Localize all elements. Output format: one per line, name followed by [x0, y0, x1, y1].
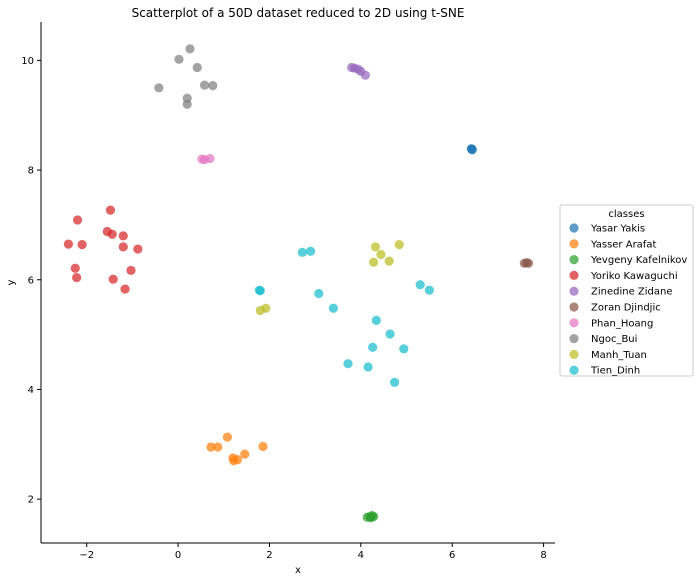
data-point: [390, 377, 400, 387]
data-point: [72, 272, 82, 283]
data-point: [255, 286, 265, 296]
legend-label: Ngoc_Bui: [591, 334, 637, 345]
data-point: [185, 44, 195, 54]
data-point: [343, 359, 353, 369]
y-ticks: 2 4 6 8 10: [21, 56, 41, 506]
y-tick-label: 8: [28, 166, 34, 177]
y-tick-label: 2: [28, 495, 34, 506]
legend-marker: [569, 365, 579, 375]
legend-label: Yasser Arafat: [590, 239, 656, 250]
data-point: [182, 99, 192, 109]
data-point: [118, 231, 128, 241]
y-tick-label: 6: [28, 275, 34, 286]
data-point: [108, 274, 118, 284]
legend-label: Zinedine Zidane: [591, 287, 673, 298]
data-point: [305, 246, 316, 256]
chart-title: Scatterplot of a 50D dataset reduced to …: [132, 6, 465, 20]
legend-label: Phan_Hoang: [591, 318, 653, 329]
data-point: [523, 258, 534, 268]
data-point: [370, 242, 381, 252]
data-point: [368, 342, 378, 352]
data-point: [314, 288, 324, 299]
x-tick-label: 4: [358, 550, 364, 561]
data-point: [174, 54, 184, 64]
x-tick-label: 8: [540, 550, 546, 561]
legend-items: Yasar Yakis Yasser Arafat Yevgeny Kafelnik…: [569, 223, 687, 377]
legend-marker: [569, 270, 579, 280]
legend-marker: [569, 286, 579, 296]
data-point: [199, 80, 210, 90]
data-point: [208, 81, 218, 91]
y-axis-label: y: [6, 279, 17, 285]
legend-label: Yoriko Kawaguchi: [590, 271, 678, 282]
y-tick-label: 4: [28, 385, 34, 396]
legend-label: Manh_Tuan: [591, 350, 647, 361]
data-point: [77, 240, 87, 250]
legend-label: Yevgeny Kafelnikov: [590, 255, 687, 266]
data-point: [126, 265, 136, 276]
data-point: [384, 256, 394, 266]
x-ticks: −2 0 2 4 6 8: [79, 543, 547, 561]
data-point: [371, 315, 381, 325]
data-point: [118, 242, 128, 252]
data-point: [369, 257, 379, 267]
data-point: [63, 239, 74, 249]
legend-marker: [569, 302, 579, 312]
x-tick-label: 0: [175, 550, 181, 561]
legend-title: classes: [608, 209, 644, 220]
x-axis-label: x: [295, 565, 301, 576]
legend-label: Zoran Djindjic: [591, 303, 661, 314]
x-tick-label: 2: [266, 550, 272, 561]
data-point: [192, 62, 202, 73]
legend-label: Tien_Dinh: [590, 366, 640, 377]
x-tick-label: −2: [79, 550, 94, 561]
data-point: [206, 442, 216, 452]
data-point: [376, 249, 386, 260]
data-point: [240, 449, 250, 459]
data-point: [107, 229, 117, 239]
data-point: [120, 284, 130, 294]
data-point: [467, 144, 477, 154]
data-point: [261, 303, 271, 313]
data-point: [360, 70, 370, 80]
data-point: [297, 247, 307, 257]
data-point: [133, 244, 143, 254]
data-point: [258, 441, 268, 452]
legend-marker: [569, 223, 579, 233]
data-point: [222, 432, 233, 442]
x-tick-label: 6: [449, 550, 455, 561]
data-point: [415, 280, 425, 290]
legend-marker: [569, 318, 579, 328]
data-point: [105, 205, 116, 215]
data-point: [385, 329, 395, 339]
data-point: [363, 362, 373, 372]
y-tick-label: 10: [21, 56, 34, 67]
data-point: [154, 83, 164, 93]
legend-marker: [569, 334, 579, 344]
legend-marker: [569, 349, 579, 359]
data-point: [232, 455, 243, 465]
data-point: [205, 153, 215, 164]
data-point: [394, 240, 404, 250]
data-point: [213, 442, 223, 452]
data-point: [424, 285, 434, 295]
data-point: [72, 215, 83, 225]
data-point: [328, 303, 339, 313]
legend: classes Yasar Yakis Yasser Arafat Yevgeny …: [559, 204, 694, 377]
data-point: [366, 513, 376, 523]
legend-label: Yasar Yakis: [590, 224, 645, 235]
legend-marker: [569, 239, 579, 249]
data-point: [399, 344, 409, 354]
legend-frame: [559, 204, 694, 377]
data-point: [70, 263, 80, 273]
data-points: [63, 44, 534, 523]
legend-marker: [569, 255, 579, 265]
